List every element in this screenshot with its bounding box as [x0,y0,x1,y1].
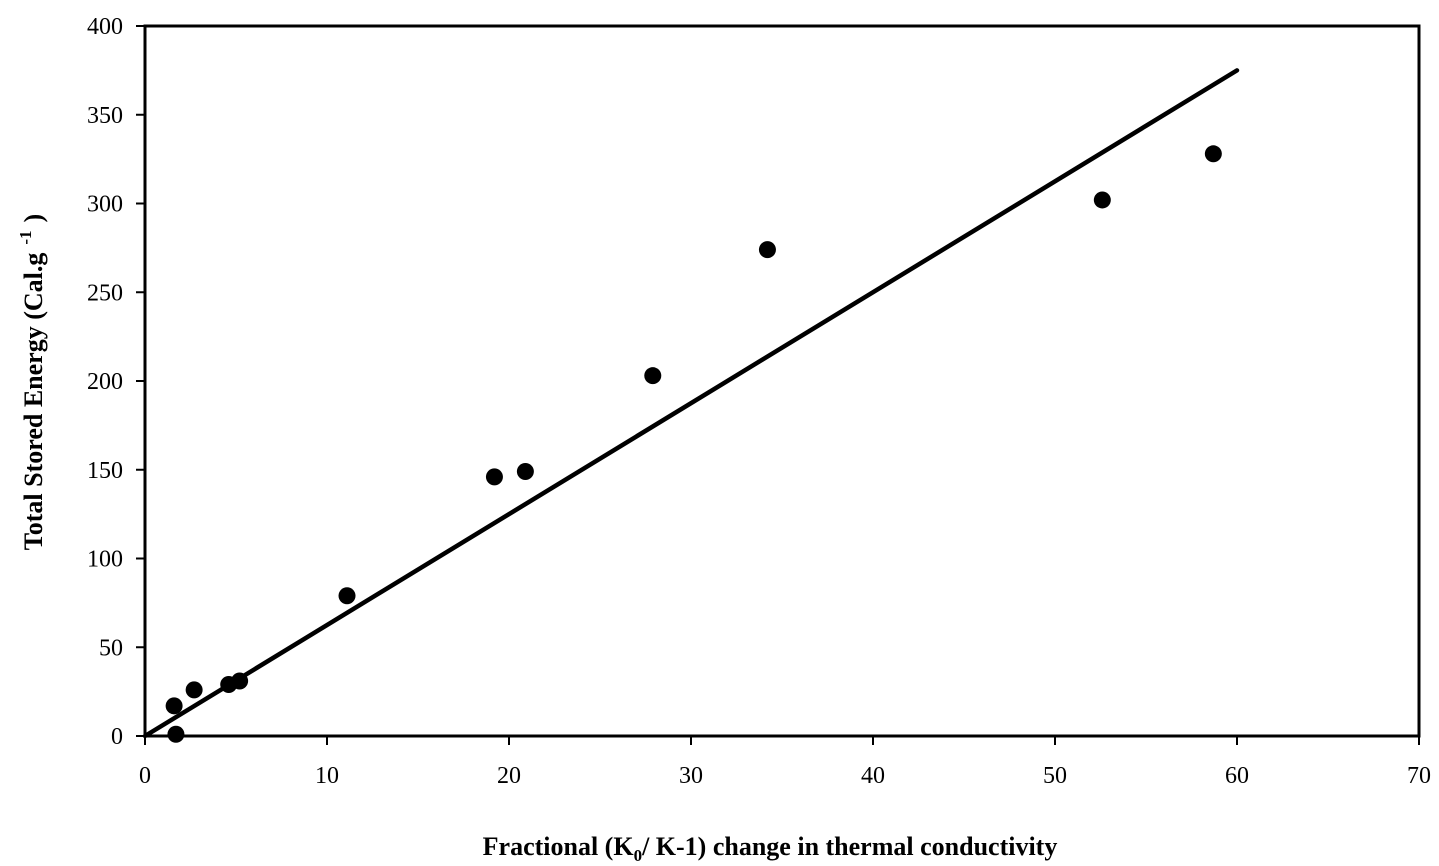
data-point [758,241,776,259]
y-tick-label: 300 [87,192,123,218]
y-axis-title: Total Stored Energy (Cal.g -1) [16,214,48,550]
fit-line-layer [142,68,1240,739]
plot-border [143,24,1421,738]
y-tick-label: 400 [87,14,123,40]
y-axis-title-base: Total Stored Energy (Cal.g [19,253,48,551]
data-point [1204,145,1222,163]
x-tick-label: 20 [497,763,521,789]
data-point [165,697,183,715]
x-tick-label: 40 [861,763,885,789]
x-tick-label: 30 [679,763,703,789]
x-axis-title: Fractional (K0/ K-1) change in thermal c… [483,832,1058,865]
x-axis-title-part-2: / K-1) change in thermal conductivity [641,832,1057,861]
y-tick-label: 0 [111,724,123,750]
x-tick-label: 10 [315,763,339,789]
data-point [485,468,503,486]
y-tick-label: 150 [87,458,123,484]
y-tick-label: 250 [87,280,123,306]
trend-line [142,68,1240,739]
y-tick-label: 350 [87,103,123,129]
data-point [644,367,662,385]
y-tick-label: 200 [87,369,123,395]
x-tick-label: 70 [1407,763,1431,789]
plot-area [143,24,1421,738]
tick-labels: 0 10 20 30 40 50 60 70 0 50 100 150 200 250 300 350 400 [87,14,1431,789]
y-axis-title-superscript: -1 [16,230,35,244]
axis-ticks [136,25,1420,745]
data-point [516,463,534,481]
y-tick-label: 50 [99,635,123,661]
data-point [338,587,356,605]
x-axis-title-subscript: 0 [634,846,643,865]
x-tick-label: 50 [1043,763,1067,789]
x-tick-label: 0 [139,763,151,789]
y-tick-label: 100 [87,547,123,573]
y-axis-title-close: ) [19,214,48,223]
data-point [1093,191,1111,209]
x-axis-title-part-1: Fractional (K [483,832,635,861]
data-point [231,672,249,690]
data-points [165,145,1222,743]
data-point [167,725,185,743]
x-tick-label: 60 [1225,763,1249,789]
data-point [185,681,203,699]
